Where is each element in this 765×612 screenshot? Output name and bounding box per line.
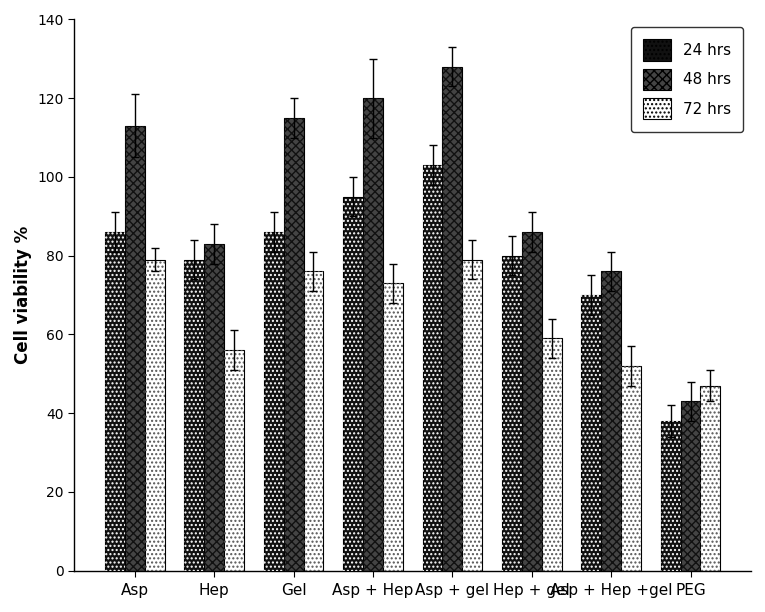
Bar: [661, 421, 681, 570]
Legend: 24 hrs, 48 hrs, 72 hrs: 24 hrs, 48 hrs, 72 hrs: [631, 27, 744, 132]
Bar: [145, 259, 164, 570]
Bar: [145, 259, 164, 570]
Bar: [601, 271, 621, 570]
Bar: [701, 386, 721, 570]
Bar: [304, 271, 324, 570]
Bar: [681, 401, 701, 570]
Y-axis label: Cell viability %: Cell viability %: [14, 226, 32, 364]
Bar: [224, 350, 244, 570]
Bar: [462, 259, 482, 570]
Bar: [621, 366, 641, 570]
Bar: [204, 244, 224, 570]
Bar: [701, 386, 721, 570]
Bar: [522, 232, 542, 570]
Bar: [105, 232, 125, 570]
Bar: [304, 271, 324, 570]
Bar: [363, 98, 383, 570]
Bar: [264, 232, 284, 570]
Bar: [661, 421, 681, 570]
Bar: [681, 401, 701, 570]
Bar: [502, 256, 522, 570]
Bar: [383, 283, 402, 570]
Bar: [442, 67, 462, 570]
Bar: [542, 338, 562, 570]
Bar: [462, 259, 482, 570]
Bar: [343, 196, 363, 570]
Bar: [184, 259, 204, 570]
Bar: [125, 125, 145, 570]
Bar: [442, 67, 462, 570]
Bar: [621, 366, 641, 570]
Bar: [284, 118, 304, 570]
Bar: [542, 338, 562, 570]
Bar: [422, 165, 442, 570]
Bar: [125, 125, 145, 570]
Bar: [105, 232, 125, 570]
Bar: [284, 118, 304, 570]
Bar: [383, 283, 402, 570]
Bar: [502, 256, 522, 570]
Bar: [184, 259, 204, 570]
Bar: [581, 295, 601, 570]
Bar: [522, 232, 542, 570]
Bar: [343, 196, 363, 570]
Bar: [224, 350, 244, 570]
Bar: [264, 232, 284, 570]
Bar: [204, 244, 224, 570]
Bar: [422, 165, 442, 570]
Bar: [601, 271, 621, 570]
Bar: [363, 98, 383, 570]
Bar: [581, 295, 601, 570]
